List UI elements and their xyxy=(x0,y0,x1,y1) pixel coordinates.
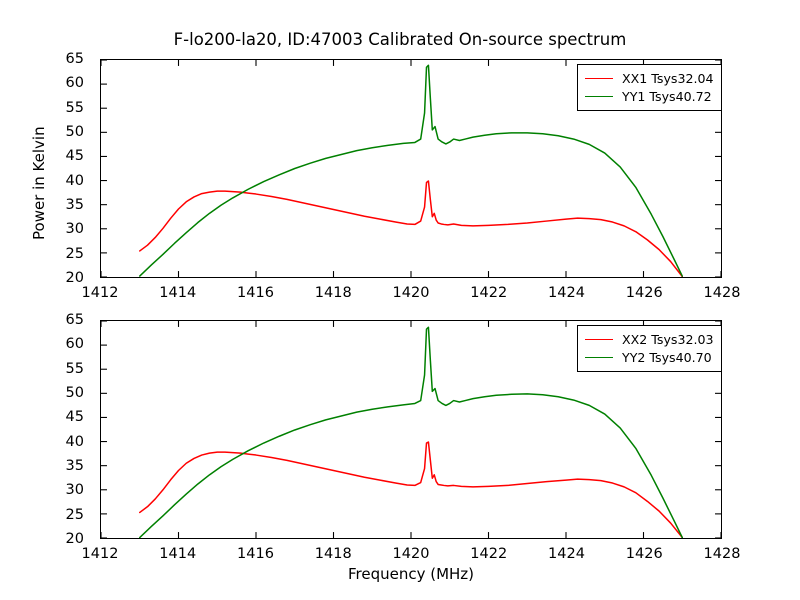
spectrum-plot-bottom xyxy=(101,321,721,538)
legend-color-swatch xyxy=(585,356,613,358)
y-tick-label: 25 xyxy=(65,506,84,523)
y-tick-label: 55 xyxy=(65,99,84,116)
x-tick-labels-bottom: 1412 1414 1416 1418 1420 1422 1424 1426 1428 xyxy=(82,542,741,564)
spectrum-plot-top xyxy=(101,60,721,277)
x-tick-labels-top: 1412 1414 1416 1418 1420 1422 1424 1426 1428 xyxy=(82,281,741,303)
x-tick-label: 1422 xyxy=(470,546,508,562)
x-tick-label: 1420 xyxy=(392,546,430,562)
y-tick-label: 65 xyxy=(65,51,84,67)
series-line xyxy=(140,65,683,276)
page-title: F-lo200-la20, ID:47003 Calibrated On-sou… xyxy=(173,30,627,49)
legend-item: XX2 Tsys32.03 xyxy=(585,330,714,348)
legend-label: YY1 Tsys40.72 xyxy=(622,88,712,104)
series-line xyxy=(140,327,683,537)
legend-color-swatch xyxy=(585,95,613,97)
tick-marks xyxy=(101,321,721,538)
y-tick-label: 60 xyxy=(65,336,84,353)
y-tick-label: 40 xyxy=(65,172,84,189)
y-tick-label: 45 xyxy=(65,409,84,426)
x-tick-label: 1428 xyxy=(703,285,741,301)
x-tick-label: 1418 xyxy=(314,546,352,562)
legend-item: YY1 Tsys40.72 xyxy=(585,87,714,105)
y-tick-label: 20 xyxy=(65,531,84,547)
legend-color-swatch xyxy=(585,77,613,79)
legend-top: XX1 Tsys32.04 YY1 Tsys40.72 xyxy=(577,64,722,111)
x-tick-label: 1424 xyxy=(548,546,585,562)
series-line xyxy=(140,442,683,537)
plot-axes-bottom[interactable] xyxy=(100,320,722,539)
legend-label: XX1 Tsys32.04 xyxy=(622,70,714,86)
legend-bottom: XX2 Tsys32.03 YY2 Tsys40.70 xyxy=(577,325,722,372)
y-tick-label: 30 xyxy=(65,482,84,499)
legend-item: XX1 Tsys32.04 xyxy=(585,69,714,87)
y-tick-label: 55 xyxy=(65,360,84,377)
x-tick-label: 1424 xyxy=(548,285,585,301)
y-axis-title: Power in Kelvin xyxy=(30,126,48,240)
y-tick-label: 25 xyxy=(65,245,84,262)
x-tick-label: 1422 xyxy=(470,285,508,301)
y-tick-labels-bottom: 20 25 30 35 40 45 50 55 60 65 xyxy=(0,312,92,547)
x-tick-label: 1412 xyxy=(81,546,119,562)
x-tick-label: 1412 xyxy=(81,285,119,301)
x-tick-label: 1428 xyxy=(703,546,741,562)
legend-label: XX2 Tsys32.03 xyxy=(622,331,714,347)
x-tick-label: 1414 xyxy=(159,285,197,301)
y-tick-label: 60 xyxy=(65,75,84,92)
y-tick-label: 35 xyxy=(65,197,84,213)
x-tick-label: 1416 xyxy=(237,546,274,562)
x-tick-label: 1418 xyxy=(314,285,352,301)
y-tick-label: 40 xyxy=(65,433,84,450)
y-tick-label: 30 xyxy=(65,221,84,238)
x-tick-label: 1426 xyxy=(625,546,663,562)
x-tick-label: 1426 xyxy=(625,285,663,301)
y-tick-label: 35 xyxy=(65,458,84,474)
y-tick-label: 65 xyxy=(65,312,84,328)
x-tick-label: 1414 xyxy=(159,546,197,562)
x-tick-label: 1416 xyxy=(237,285,274,301)
x-axis-title: Frequency (MHz) xyxy=(347,565,475,583)
legend-item: YY2 Tsys40.70 xyxy=(585,348,714,366)
y-tick-label: 20 xyxy=(65,270,84,286)
series-line xyxy=(140,181,683,276)
legend-label: YY2 Tsys40.70 xyxy=(622,349,712,365)
y-tick-label: 50 xyxy=(65,385,84,401)
y-tick-labels-top: 20 25 30 35 40 45 50 55 60 65 xyxy=(0,51,92,286)
y-tick-label: 45 xyxy=(65,148,84,165)
tick-marks xyxy=(101,60,721,277)
x-tick-label: 1420 xyxy=(392,285,430,301)
y-tick-label: 50 xyxy=(65,124,84,140)
legend-color-swatch xyxy=(585,338,613,340)
